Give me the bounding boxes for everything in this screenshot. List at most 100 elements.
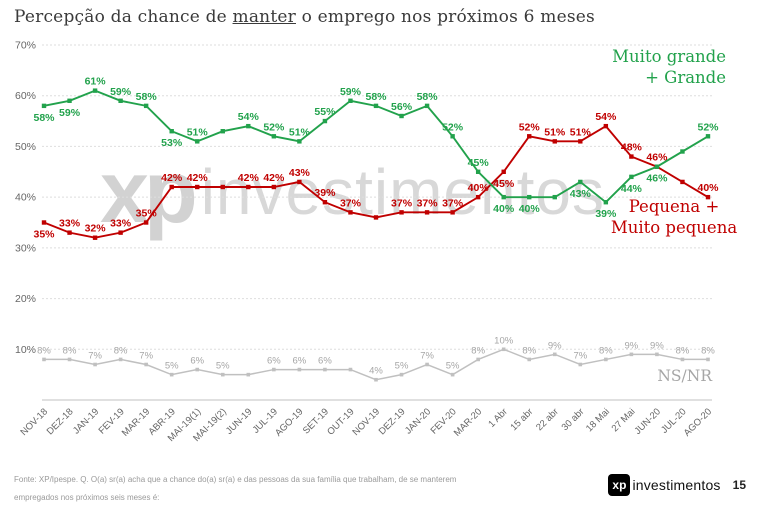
marker-ns-nr <box>169 372 174 377</box>
marker-ns-nr <box>144 362 148 367</box>
xp-brand-footer: xp investimentos 15 <box>608 474 746 496</box>
marker-ns-nr <box>118 357 123 362</box>
x-axis-label: AGO-19 <box>273 406 305 438</box>
data-label-ns-nr: 5% <box>446 361 460 372</box>
marker-muito-grande-grande <box>629 174 634 180</box>
data-label-ns-nr: 5% <box>165 361 179 372</box>
data-label-ns-nr: 6% <box>318 356 332 367</box>
data-label-ns-nr: 6% <box>267 356 281 367</box>
marker-ns-nr <box>42 357 46 362</box>
data-label-muito-grande-grande: 58% <box>417 91 439 103</box>
marker-muito-grande-grande <box>527 194 532 200</box>
marker-pequena-muito-pequena <box>373 215 379 220</box>
data-label-pequena-muito-pequena: 39% <box>314 187 336 199</box>
data-label-pequena-muito-pequena: 40% <box>697 182 719 194</box>
marker-muito-grande-grande <box>705 134 711 139</box>
data-label-pequena-muito-pequena: 48% <box>621 142 643 154</box>
marker-muito-grande-grande <box>195 139 200 144</box>
data-label-ns-nr: 7% <box>420 351 434 362</box>
y-axis-tick-label: 40% <box>15 192 36 204</box>
watermark-xp-logo: xp <box>100 142 198 241</box>
marker-pequena-muito-pequena <box>348 210 353 215</box>
marker-pequena-muito-pequena <box>169 184 174 190</box>
marker-pequena-muito-pequena <box>424 210 430 215</box>
marker-pequena-muito-pequena <box>629 154 634 159</box>
marker-muito-grande-grande <box>373 103 379 109</box>
data-label-ns-nr: 7% <box>88 351 102 362</box>
marker-pequena-muito-pequena <box>475 194 481 200</box>
data-label-ns-nr: 8% <box>114 345 128 356</box>
marker-ns-nr <box>552 352 557 357</box>
data-label-muito-grande-grande: 56% <box>391 101 413 113</box>
x-axis-label: MAR-20 <box>452 406 484 438</box>
y-axis-tick-label: 30% <box>15 242 36 254</box>
data-label-muito-grande-grande: 58% <box>33 112 55 124</box>
x-axis-label: JUN-19 <box>224 406 255 437</box>
marker-ns-nr <box>501 347 506 352</box>
data-label-pequena-muito-pequena: 42% <box>238 172 260 184</box>
y-axis-tick-label: 60% <box>15 90 36 102</box>
page-number: 15 <box>732 478 746 492</box>
y-axis-tick-label: 20% <box>15 293 36 305</box>
legend-muito-grande-line1: Muito grande <box>612 47 726 66</box>
marker-ns-nr <box>67 357 72 362</box>
data-label-muito-grande-grande: 59% <box>340 86 362 98</box>
data-label-pequena-muito-pequena: 42% <box>187 172 209 184</box>
data-label-pequena-muito-pequena: 42% <box>161 172 183 184</box>
data-label-pequena-muito-pequena: 35% <box>136 208 158 220</box>
source-note-line2: empregados nos próximos seis meses é: <box>14 493 160 503</box>
marker-muito-grande-grande <box>603 200 609 205</box>
data-label-pequena-muito-pequena: 37% <box>391 197 413 209</box>
marker-muito-grande-grande <box>680 149 685 154</box>
marker-pequena-muito-pequena <box>246 184 251 190</box>
marker-muito-grande-grande <box>41 103 47 109</box>
marker-ns-nr <box>93 362 97 367</box>
data-label-pequena-muito-pequena: 37% <box>340 197 362 209</box>
marker-pequena-muito-pequena <box>527 134 532 139</box>
data-label-pequena-muito-pequena: 37% <box>442 197 464 209</box>
data-label-pequena-muito-pequena: 51% <box>570 126 592 138</box>
marker-ns-nr <box>450 372 455 377</box>
marker-pequena-muito-pequena <box>297 179 302 185</box>
marker-pequena-muito-pequena <box>143 220 149 225</box>
y-axis-tick-label: 10% <box>15 344 36 356</box>
marker-pequena-muito-pequena <box>578 139 583 144</box>
marker-muito-grande-grande <box>169 129 174 134</box>
x-axis-label: JAN-19 <box>71 406 101 436</box>
data-label-muito-grande-grande: 44% <box>621 183 643 195</box>
data-label-ns-nr: 8% <box>37 345 51 356</box>
data-label-ns-nr: 10% <box>494 335 514 346</box>
marker-ns-nr <box>297 367 302 372</box>
data-label-muito-grande-grande: 52% <box>442 121 464 133</box>
data-label-pequena-muito-pequena: 45% <box>493 178 515 190</box>
data-label-pequena-muito-pequena: 42% <box>263 172 285 184</box>
data-label-pequena-muito-pequena: 33% <box>59 218 81 230</box>
data-label-muito-grande-grande: 58% <box>365 91 387 103</box>
marker-pequena-muito-pequena <box>399 210 404 215</box>
data-label-muito-grande-grande: 58% <box>136 91 158 103</box>
data-label-pequena-muito-pequena: 35% <box>33 229 55 241</box>
marker-ns-nr <box>476 357 480 362</box>
x-axis-label: 1 Abr <box>486 406 509 429</box>
data-label-pequena-muito-pequena: 40% <box>468 182 490 194</box>
data-label-ns-nr: 9% <box>650 340 664 351</box>
marker-pequena-muito-pequena <box>501 169 506 174</box>
data-label-ns-nr: 5% <box>395 361 409 372</box>
legend-pequena: Pequena + Muito pequena <box>598 196 750 239</box>
marker-ns-nr <box>527 357 532 362</box>
marker-pequena-muito-pequena <box>705 194 711 200</box>
data-label-ns-nr: 8% <box>522 345 536 356</box>
source-note: Fonte: XP/Ipespe. Q. O(a) sr(a) acha que… <box>14 471 456 508</box>
data-label-muito-grande-grande: 45% <box>468 157 490 169</box>
marker-ns-nr <box>272 367 276 372</box>
marker-pequena-muito-pequena <box>450 210 455 215</box>
marker-muito-grande-grande <box>578 179 583 185</box>
marker-pequena-muito-pequena <box>67 230 72 235</box>
marker-ns-nr <box>578 362 583 367</box>
data-label-pequena-muito-pequena: 32% <box>85 223 107 235</box>
marker-pequena-muito-pequena <box>603 123 609 129</box>
marker-pequena-muito-pequena <box>322 200 328 205</box>
marker-muito-grande-grande <box>475 169 481 174</box>
data-label-muito-grande-grande: 43% <box>570 188 592 200</box>
